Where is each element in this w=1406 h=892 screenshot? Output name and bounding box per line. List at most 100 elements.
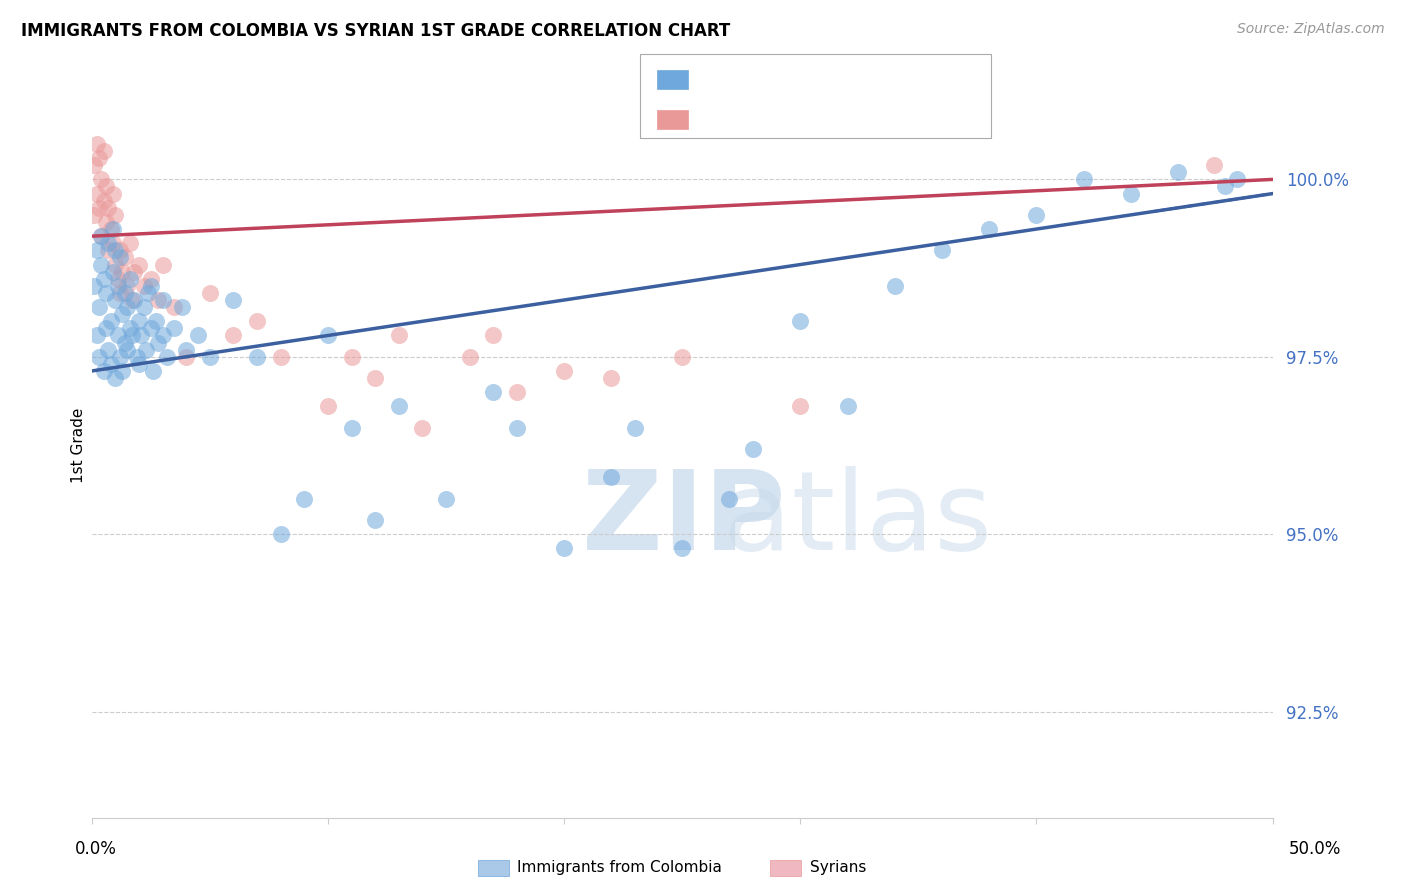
Point <box>125 350 148 364</box>
Point <box>316 400 339 414</box>
Point <box>145 314 167 328</box>
Text: IMMIGRANTS FROM COLOMBIA VS SYRIAN 1ST GRADE CORRELATION CHART: IMMIGRANTS FROM COLOMBIA VS SYRIAN 1ST G… <box>21 22 730 40</box>
Point <box>111 307 134 321</box>
Point <box>104 293 127 307</box>
Point <box>118 321 141 335</box>
Point <box>270 350 292 364</box>
Point <box>83 208 105 222</box>
Point <box>108 285 131 300</box>
Point <box>411 421 433 435</box>
Point <box>107 328 129 343</box>
Point <box>90 229 112 244</box>
Point <box>170 300 193 314</box>
Point <box>139 321 162 335</box>
Point <box>101 222 124 236</box>
Point <box>174 350 197 364</box>
Point <box>90 258 112 272</box>
Point <box>163 300 186 314</box>
Point <box>108 350 131 364</box>
Point <box>364 371 387 385</box>
Point <box>100 357 122 371</box>
Point <box>979 222 1001 236</box>
Point <box>931 244 953 258</box>
Point <box>138 285 160 300</box>
Point <box>671 541 693 556</box>
Point <box>482 385 505 400</box>
Point <box>94 321 117 335</box>
Point <box>1073 172 1095 186</box>
Point <box>128 357 150 371</box>
Point <box>97 343 120 357</box>
Point <box>124 265 146 279</box>
Point <box>132 300 155 314</box>
Point <box>87 151 110 165</box>
Text: R = 0.413   N = 82: R = 0.413 N = 82 <box>696 70 866 87</box>
Point <box>1119 186 1142 201</box>
Point <box>86 328 108 343</box>
Point <box>115 343 138 357</box>
Point <box>364 513 387 527</box>
Point <box>1025 208 1047 222</box>
Point <box>340 421 363 435</box>
Point <box>104 258 127 272</box>
Point <box>553 364 575 378</box>
Text: Source: ZipAtlas.com: Source: ZipAtlas.com <box>1237 22 1385 37</box>
Point <box>222 293 245 307</box>
Point <box>270 527 292 541</box>
Point <box>97 236 120 251</box>
Point <box>86 244 108 258</box>
Y-axis label: 1st Grade: 1st Grade <box>72 408 86 483</box>
Point <box>93 144 115 158</box>
Point <box>163 321 186 335</box>
Point <box>506 421 529 435</box>
Text: 50.0%: 50.0% <box>1288 840 1341 858</box>
Point <box>94 215 117 229</box>
Point <box>152 328 174 343</box>
Point <box>506 385 529 400</box>
Point <box>246 314 269 328</box>
Point <box>671 350 693 364</box>
Text: Immigrants from Colombia: Immigrants from Colombia <box>517 861 723 875</box>
Point <box>111 364 134 378</box>
Point <box>156 350 179 364</box>
Point <box>174 343 197 357</box>
Point <box>114 285 136 300</box>
Point <box>115 278 138 293</box>
Point <box>135 343 157 357</box>
Point <box>152 258 174 272</box>
Point <box>142 364 165 378</box>
Text: R = 0.102   N = 52: R = 0.102 N = 52 <box>696 110 866 128</box>
Point <box>789 314 811 328</box>
Point <box>198 350 221 364</box>
Point <box>883 278 905 293</box>
Point <box>388 400 411 414</box>
Point <box>94 285 117 300</box>
Point <box>83 278 105 293</box>
Point <box>146 293 169 307</box>
Point <box>87 350 110 364</box>
Point <box>83 158 105 172</box>
Point <box>128 258 150 272</box>
Point <box>114 251 136 265</box>
Point <box>87 201 110 215</box>
Point <box>1202 158 1225 172</box>
Point <box>90 172 112 186</box>
Point <box>101 186 124 201</box>
Point <box>1215 179 1237 194</box>
Point <box>111 265 134 279</box>
Point <box>101 236 124 251</box>
Point <box>1226 172 1249 186</box>
Point <box>97 244 120 258</box>
Point <box>1167 165 1189 179</box>
Point <box>104 244 127 258</box>
Point <box>87 300 110 314</box>
Point <box>100 314 122 328</box>
Point <box>128 314 150 328</box>
Text: 0.0%: 0.0% <box>75 840 117 858</box>
Point <box>434 491 457 506</box>
Point <box>246 350 269 364</box>
Point <box>222 328 245 343</box>
Point <box>101 265 124 279</box>
Point <box>198 285 221 300</box>
Point <box>789 400 811 414</box>
